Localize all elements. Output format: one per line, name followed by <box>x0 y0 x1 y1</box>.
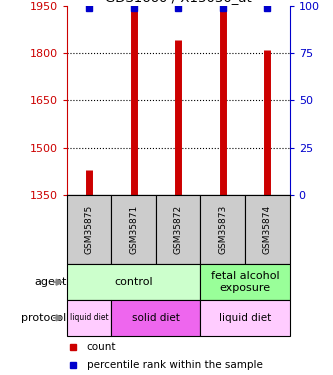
Text: percentile rank within the sample: percentile rank within the sample <box>87 360 262 370</box>
Text: protocol: protocol <box>21 313 67 323</box>
Bar <box>200 195 245 264</box>
Text: control: control <box>114 277 153 287</box>
Bar <box>67 264 200 300</box>
Text: agent: agent <box>34 277 67 287</box>
Text: liquid diet: liquid diet <box>219 313 271 323</box>
Text: fetal alcohol
exposure: fetal alcohol exposure <box>211 272 279 293</box>
Title: GDS1660 / X15030_at: GDS1660 / X15030_at <box>105 0 251 4</box>
Bar <box>111 300 200 336</box>
Bar <box>156 195 200 264</box>
Bar <box>67 195 111 264</box>
Text: GSM35875: GSM35875 <box>84 205 94 254</box>
Text: GSM35874: GSM35874 <box>263 205 272 254</box>
Bar <box>200 264 290 300</box>
Bar <box>67 300 111 336</box>
Text: GSM35872: GSM35872 <box>173 205 183 254</box>
Text: count: count <box>87 342 116 352</box>
Bar <box>245 195 290 264</box>
Bar <box>200 300 290 336</box>
Text: GSM35871: GSM35871 <box>129 205 138 254</box>
Text: liquid diet: liquid diet <box>70 314 108 322</box>
Text: solid diet: solid diet <box>132 313 180 323</box>
Bar <box>111 195 156 264</box>
Text: GSM35873: GSM35873 <box>218 205 227 254</box>
